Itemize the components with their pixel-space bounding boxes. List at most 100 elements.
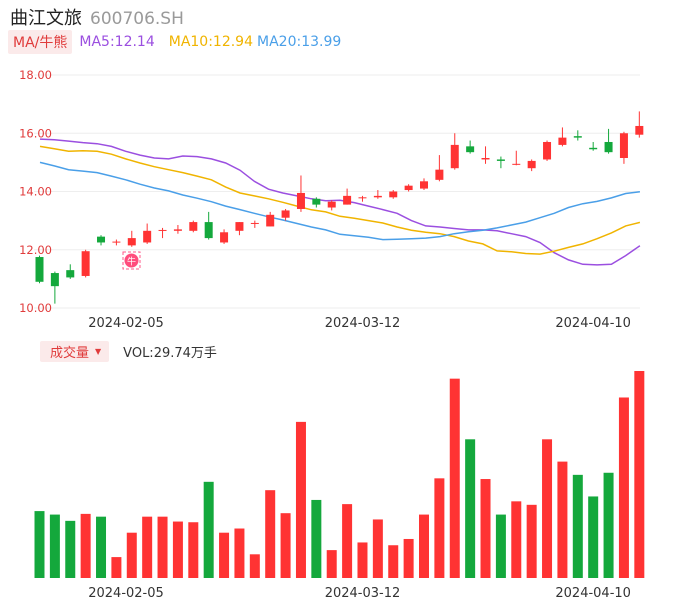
price-y-tick-label: 12.00 bbox=[19, 243, 52, 257]
candle-body bbox=[189, 222, 198, 231]
candle-body bbox=[420, 181, 428, 189]
candle-body bbox=[296, 192, 305, 209]
candle-body bbox=[235, 222, 244, 231]
volume-bar bbox=[157, 516, 168, 578]
volume-bar bbox=[434, 478, 445, 578]
volume-bar bbox=[372, 519, 383, 578]
volume-bar bbox=[526, 504, 537, 578]
candle-body bbox=[589, 147, 598, 150]
ma20-label: MA20:13.99 bbox=[257, 34, 342, 50]
candle-body bbox=[619, 133, 628, 159]
candle-body bbox=[481, 158, 490, 160]
volume-bar bbox=[203, 481, 214, 578]
candle-body bbox=[373, 195, 382, 198]
volume-bar bbox=[280, 513, 291, 578]
volume-bar bbox=[557, 461, 568, 578]
volume-bar bbox=[111, 557, 122, 578]
candle-body bbox=[66, 270, 75, 278]
price-y-tick-label: 14.00 bbox=[19, 185, 52, 199]
volume-bar bbox=[419, 514, 429, 578]
candle-body bbox=[327, 201, 336, 208]
volume-bar bbox=[572, 474, 583, 578]
candle-body bbox=[250, 222, 259, 224]
candle-body bbox=[81, 251, 90, 276]
candle-body bbox=[50, 273, 59, 287]
volume-bar bbox=[188, 522, 199, 578]
volume-bar bbox=[618, 397, 629, 578]
volume-x-tick-label: 2024-04-10 bbox=[555, 586, 631, 601]
volume-bar bbox=[388, 545, 399, 578]
volume-indicator-tab[interactable]: 成交量 ▼ bbox=[40, 341, 110, 362]
candle-body bbox=[450, 144, 459, 169]
volume-bar bbox=[326, 550, 337, 578]
volume-bar bbox=[142, 516, 153, 578]
volume-x-tick-label: 2024-03-12 bbox=[325, 586, 401, 601]
volume-bar bbox=[311, 499, 322, 578]
bull-badge-icon[interactable]: 牛 bbox=[122, 251, 141, 270]
volume-bar bbox=[465, 439, 476, 578]
ma5-line bbox=[39, 138, 641, 266]
volume-bar bbox=[295, 421, 306, 578]
candle-body bbox=[527, 160, 536, 169]
candlesticks bbox=[35, 111, 644, 304]
ma-legend: MA/牛熊 MA5:12.14 MA10:12.94 MA20:13.99 bbox=[8, 30, 342, 54]
volume-bar bbox=[357, 542, 368, 578]
candle-body bbox=[158, 229, 167, 231]
volume-bar bbox=[234, 528, 245, 578]
candle-body bbox=[512, 163, 521, 165]
volume-bar bbox=[603, 472, 614, 578]
candle-body bbox=[220, 232, 229, 243]
price-grid bbox=[34, 74, 640, 309]
volume-bar bbox=[542, 439, 553, 578]
volume-bar bbox=[449, 378, 460, 578]
ma5-label: MA5:12.14 bbox=[79, 34, 155, 50]
volume-bar bbox=[403, 538, 414, 578]
volume-bar bbox=[480, 479, 491, 578]
price-y-tick-label: 10.00 bbox=[19, 301, 52, 315]
ma-indicator-tab[interactable]: MA/牛熊 bbox=[8, 30, 73, 54]
volume-bars bbox=[34, 371, 645, 578]
candle-body bbox=[435, 169, 444, 180]
volume-bar bbox=[49, 514, 60, 578]
ma-lines bbox=[39, 138, 641, 266]
candle-body bbox=[573, 136, 582, 138]
price-y-tick-label: 18.00 bbox=[19, 68, 52, 82]
bull-badge-text: 牛 bbox=[127, 256, 136, 268]
price-x-tick-label: 2024-04-10 bbox=[555, 316, 631, 331]
candle-body bbox=[635, 125, 644, 135]
price-x-tick-label: 2024-02-05 bbox=[88, 316, 164, 331]
ma10-line bbox=[39, 145, 641, 255]
candle-body bbox=[404, 185, 413, 191]
candle-body bbox=[466, 146, 475, 153]
price-x-axis: 2024-02-05 2024-03-12 2024-04-10 bbox=[88, 316, 631, 331]
candle-body bbox=[358, 197, 367, 199]
volume-bar bbox=[588, 496, 599, 578]
candle-body bbox=[112, 241, 121, 243]
candle-body bbox=[343, 195, 352, 205]
candle-body bbox=[173, 229, 182, 231]
stock-name: 曲江文旅 bbox=[10, 8, 82, 29]
candle-body bbox=[281, 210, 290, 218]
volume-legend: 成交量 ▼ VOL:29.74万手 bbox=[40, 341, 217, 362]
candle-body bbox=[266, 214, 275, 227]
candle-body bbox=[35, 257, 44, 282]
volume-bar bbox=[249, 554, 260, 578]
volume-bar bbox=[96, 516, 107, 578]
stock-code: 600706.SH bbox=[90, 9, 184, 29]
caret-down-icon: ▼ bbox=[95, 347, 102, 356]
volume-bar bbox=[65, 520, 76, 578]
candle-body bbox=[558, 137, 567, 145]
volume-bar bbox=[172, 521, 183, 578]
candle-body bbox=[496, 159, 505, 161]
ma20-line bbox=[39, 161, 640, 241]
volume-bar bbox=[265, 490, 276, 578]
volume-bar bbox=[219, 532, 230, 578]
price-x-tick-label: 2024-03-12 bbox=[325, 316, 401, 331]
volume-bar bbox=[34, 511, 45, 578]
candle-body bbox=[312, 198, 321, 205]
candle-body bbox=[543, 141, 552, 160]
ma10-label: MA10:12.94 bbox=[168, 34, 254, 50]
candle-body bbox=[389, 191, 398, 198]
volume-bar bbox=[342, 504, 353, 578]
